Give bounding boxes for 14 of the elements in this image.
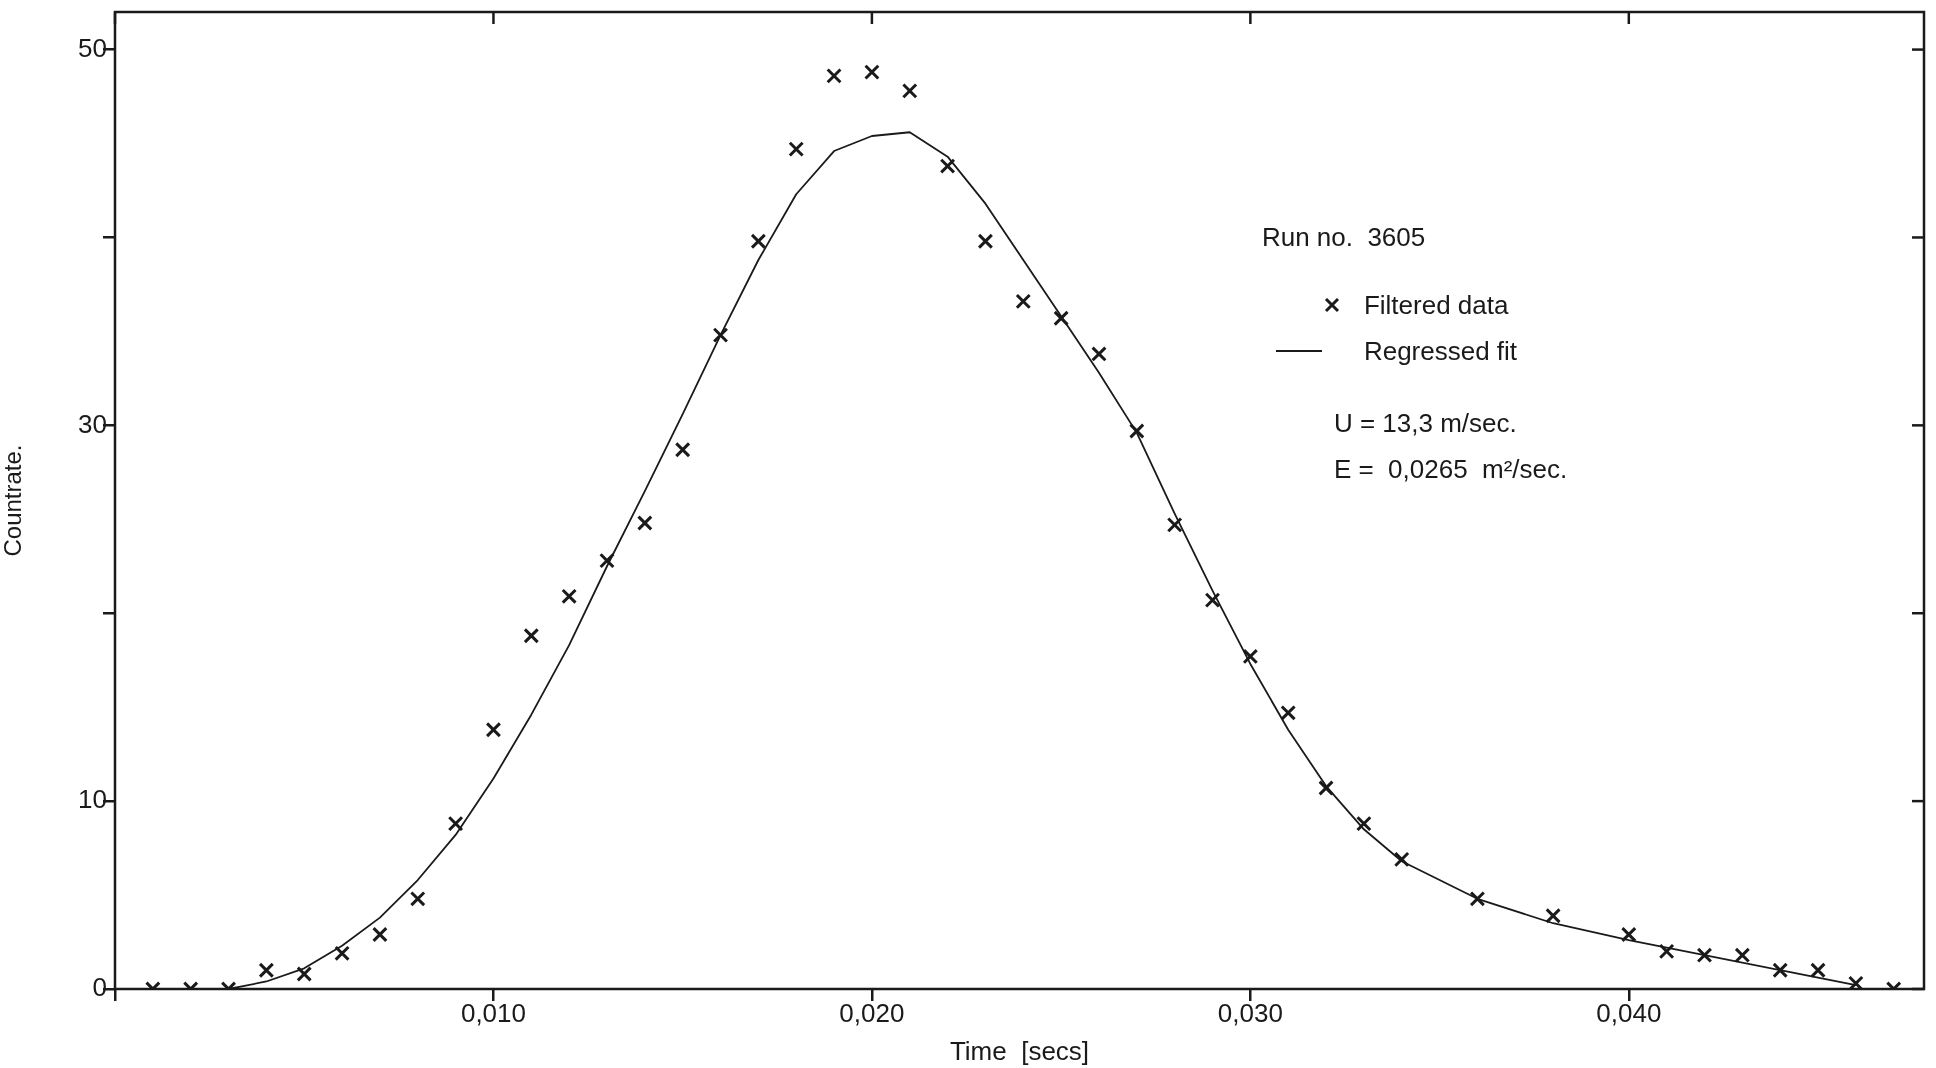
x-tick-label: 0,040: [1596, 997, 1662, 1028]
y-tick-label: 10: [78, 784, 107, 815]
legend-label: Regressed fit: [1363, 336, 1518, 366]
legend-title: Run no. 3605: [1261, 222, 1427, 252]
legend-label: Filtered data: [1363, 290, 1509, 320]
x-tick-label: 0,030: [1217, 997, 1283, 1028]
x-axis-title: Time [secs]: [949, 1035, 1090, 1066]
x-tick-label: 0,010: [460, 997, 526, 1028]
annotation: E = 0,0265 m²/sec.: [1333, 454, 1568, 486]
y-tick-label: 30: [78, 408, 107, 439]
x-tick-label: 0,020: [839, 997, 905, 1028]
y-axis-title: Countrate.: [0, 444, 27, 557]
y-tick-label: 50: [78, 32, 107, 63]
annotation: U = 13,3 m/sec.: [1333, 408, 1518, 440]
